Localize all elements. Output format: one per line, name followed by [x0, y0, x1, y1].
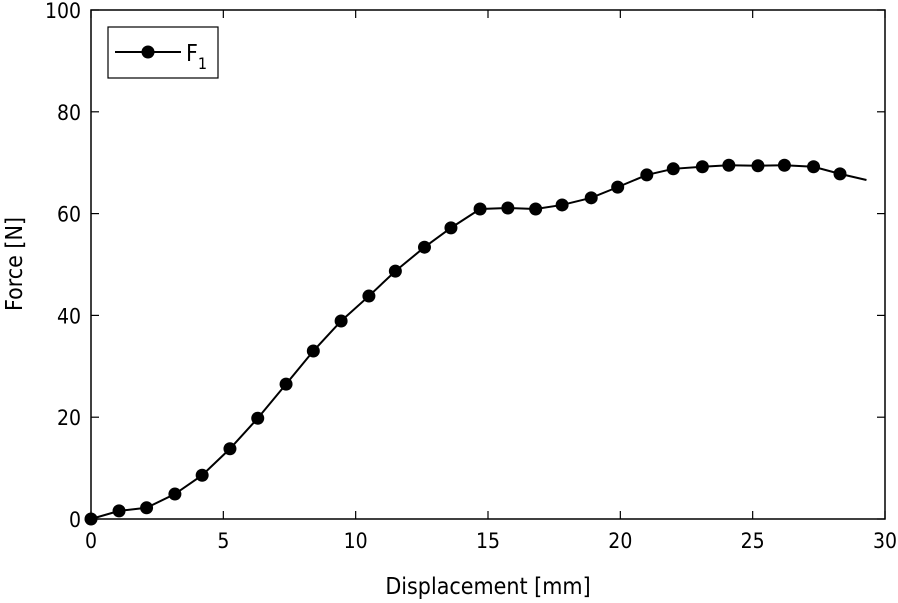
data-point	[195, 468, 209, 482]
x-tick-label: 30	[873, 529, 897, 553]
data-point	[279, 377, 293, 391]
x-tick-label: 0	[85, 529, 97, 553]
legend-marker	[141, 45, 155, 59]
y-tick-label: 0	[69, 508, 81, 532]
legend-label: F1	[186, 41, 207, 73]
data-point	[444, 221, 458, 235]
data-point	[807, 160, 821, 174]
data-point	[777, 158, 791, 172]
y-axis-label: Force [N]	[2, 217, 28, 311]
data-point	[223, 442, 237, 456]
y-tick-label: 40	[57, 304, 81, 328]
data-point	[251, 411, 265, 425]
y-tick-label: 60	[57, 203, 81, 227]
data-point	[388, 264, 402, 278]
x-tick-label: 10	[344, 529, 368, 553]
data-point	[555, 198, 569, 212]
legend: F1	[107, 26, 219, 79]
data-point	[140, 501, 154, 515]
series-line	[90, 164, 867, 520]
data-point	[362, 289, 376, 303]
data-point	[666, 162, 680, 176]
data-point	[611, 180, 625, 194]
data-point	[473, 202, 487, 216]
y-tick-label: 80	[57, 101, 81, 125]
x-tick-label: 20	[608, 529, 632, 553]
data-point	[501, 201, 515, 215]
data-point	[695, 160, 709, 174]
x-tick-label: 15	[476, 529, 500, 553]
data-point	[334, 314, 348, 328]
data-point	[833, 167, 847, 181]
data-point	[722, 158, 736, 172]
data-point	[306, 344, 320, 358]
data-point	[529, 202, 543, 216]
x-axis-label: Displacement [mm]	[385, 574, 590, 600]
x-tick-label: 25	[741, 529, 765, 553]
data-point	[751, 159, 765, 173]
y-tick-label: 20	[57, 406, 81, 430]
data-point	[584, 191, 598, 205]
data-point	[112, 504, 126, 518]
x-tick-label: 5	[217, 529, 229, 553]
data-point	[417, 240, 431, 254]
data-point	[168, 487, 182, 501]
y-tick-label: 100	[45, 0, 81, 23]
data-point	[640, 168, 654, 182]
plot-area	[90, 9, 886, 520]
